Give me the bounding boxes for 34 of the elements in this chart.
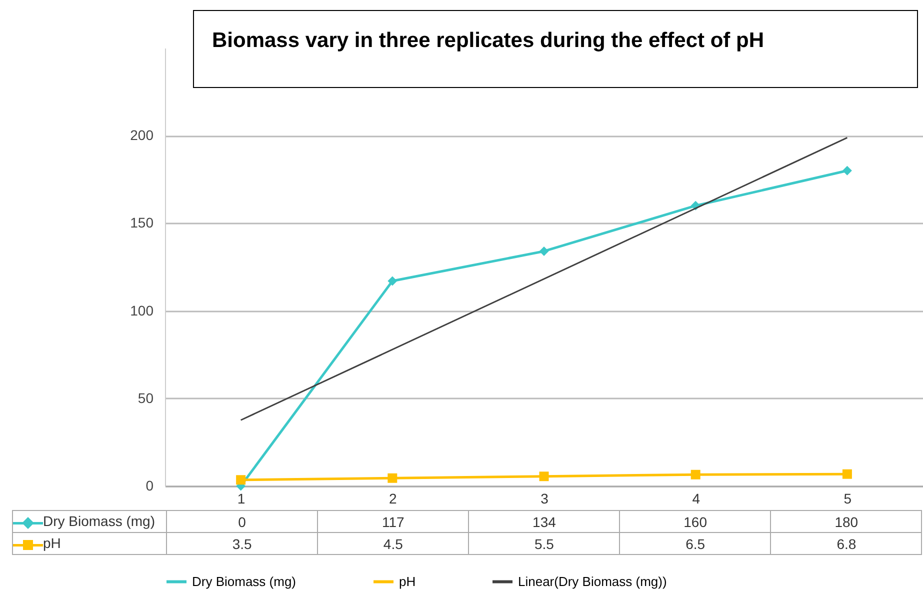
data-label: 160 — [620, 510, 771, 532]
data-label: 6.8 — [770, 532, 922, 554]
data-label: 134 — [468, 510, 620, 532]
y-tick-label: 50 — [138, 390, 154, 406]
y-tick-label: 150 — [130, 214, 154, 231]
point — [388, 276, 398, 286]
point — [842, 469, 852, 479]
data-label: 6.5 — [620, 532, 771, 554]
x-tick-label: 5 — [844, 490, 852, 506]
y-tick-label: 100 — [130, 302, 154, 318]
point — [539, 472, 549, 482]
point — [388, 473, 398, 483]
data-label: 180 — [770, 510, 922, 532]
data-label: 4.5 — [318, 532, 469, 554]
data-label: 5.5 — [468, 532, 620, 554]
data-label: 117 — [318, 510, 469, 532]
y-tick-label: 0 — [146, 478, 154, 494]
legend-label: Dry Biomass (mg) — [192, 574, 296, 589]
point — [539, 246, 549, 256]
data-label: 3.5 — [166, 532, 318, 554]
x-tick-label: 4 — [692, 490, 700, 506]
x-tick-label: 2 — [389, 490, 397, 506]
data-label: 0 — [166, 510, 318, 532]
x-tick-label: 1 — [237, 490, 246, 506]
x-tick-label: 3 — [540, 490, 549, 506]
y-tick-label: 200 — [130, 127, 154, 144]
point — [690, 470, 700, 480]
text: Dry Biomass (mg) — [43, 513, 156, 530]
legend-label: pH — [399, 574, 416, 589]
legend-label: Linear(Dry Biomass (mg)) — [518, 574, 667, 589]
chart-title: Biomass vary in three replicates during the effect of pH — [193, 10, 918, 88]
point — [842, 166, 852, 176]
text: pH — [43, 535, 61, 552]
point — [236, 475, 246, 485]
